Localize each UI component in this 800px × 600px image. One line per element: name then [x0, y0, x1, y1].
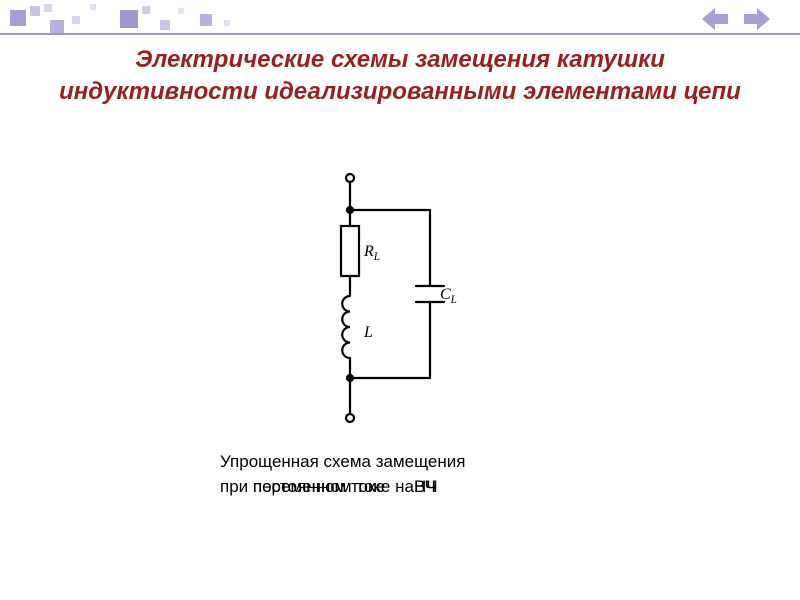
caption-line2-text-a: постоянном токе	[253, 475, 385, 500]
caption-line2-prefix: при	[220, 477, 253, 496]
caption-line2-suffix-a: НЧ	[414, 475, 438, 500]
prev-arrow-icon[interactable]	[702, 8, 728, 30]
header-decoration	[0, 0, 800, 40]
page-title: Электрические схемы замещения катушки ин…	[50, 44, 750, 109]
circuit-diagram: RLLCL	[290, 168, 490, 428]
next-arrow-icon[interactable]	[744, 8, 770, 30]
nav-arrows	[702, 8, 770, 30]
caption-line2: при переменном токе на постоянном токе В…	[220, 475, 640, 500]
diagram-caption: Упрощенная схема замещения при переменно…	[220, 450, 640, 499]
svg-text:RL: RL	[363, 243, 380, 263]
svg-text:L: L	[363, 324, 373, 341]
caption-line1: Упрощенная схема замещения	[220, 450, 640, 475]
